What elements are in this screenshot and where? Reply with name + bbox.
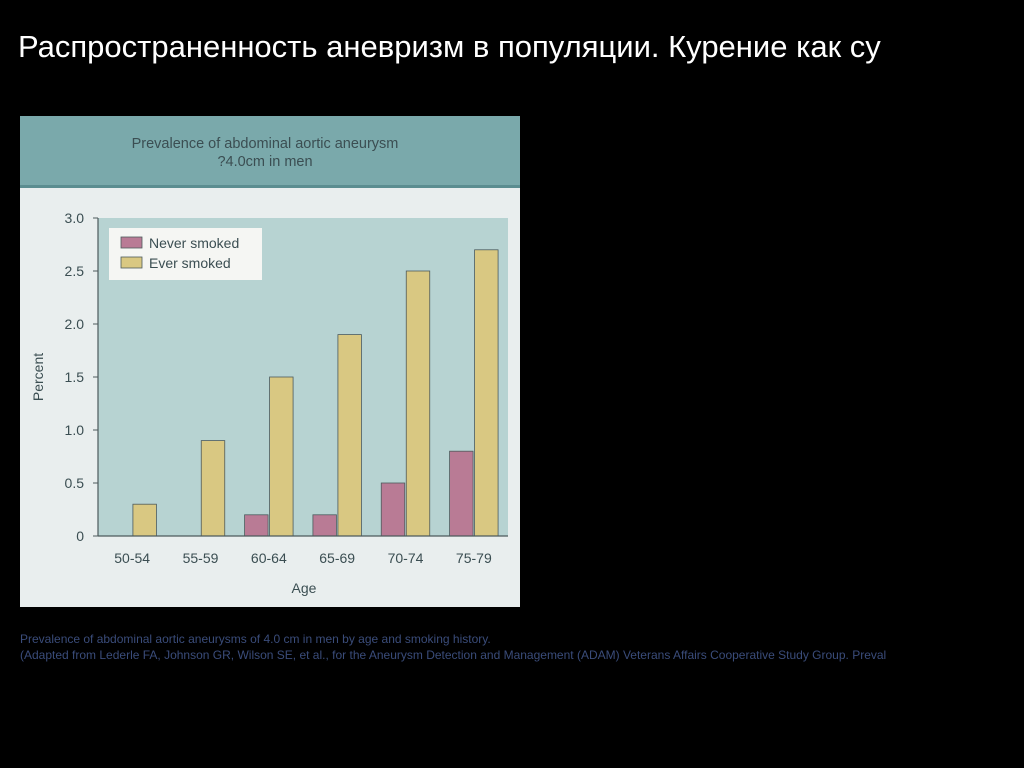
y-tick-label: 3.0 [65, 210, 85, 226]
chart-title: Prevalence of abdominal aortic aneurysm [131, 136, 399, 152]
chart-subtitle: ?4.0cm in men [217, 154, 313, 170]
bar-never-smoked-70-74 [380, 482, 406, 537]
legend-swatch-never-smoked [120, 236, 143, 249]
x-ticks-group: 50-54 55-59 60-64 65-69 70-74 75-79 [114, 550, 492, 566]
bar-never-smoked-75-79 [449, 450, 474, 537]
y-tick-label: 2.0 [65, 316, 85, 332]
bar-never-smoked-65-69 [312, 514, 337, 537]
y-tick-label: 2.5 [65, 263, 85, 279]
x-tick-label: 65-69 [319, 550, 355, 566]
y-tick-label: 1.5 [65, 369, 85, 385]
bar-never-smoked-60-64 [244, 514, 269, 537]
chart-figure: Prevalence of abdominal aortic aneurysm … [20, 116, 520, 607]
slide-title: Распространенность аневризм в популяции.… [18, 29, 881, 64]
figure-citation: (Adapted from Lederle FA, Johnson GR, Wi… [20, 648, 887, 662]
y-axis-label: Percent [30, 353, 46, 401]
chart-header: Prevalence of abdominal aortic aneurysm … [20, 116, 520, 188]
figure-caption: Prevalence of abdominal aortic aneurysms… [20, 632, 491, 646]
x-axis-label: Age [292, 580, 317, 596]
bar-ever-smoked-60-64 [269, 376, 294, 537]
bar-ever-smoked-50-54 [132, 503, 157, 537]
bar-ever-smoked-65-69 [337, 334, 362, 537]
x-tick-label: 50-54 [114, 550, 150, 566]
y-ticks-group: 0 0.5 1.0 1.5 2.0 2.5 3.0 [65, 210, 98, 544]
bar-ever-smoked-75-79 [474, 249, 499, 537]
x-tick-label: 55-59 [183, 550, 219, 566]
bar-ever-smoked-55-59 [200, 440, 226, 537]
bar-ever-smoked-70-74 [405, 270, 431, 537]
legend: Never smoked Ever smoked [109, 228, 262, 280]
y-tick-label: 1.0 [65, 422, 85, 438]
y-tick-label: 0 [76, 528, 84, 544]
legend-label-ever-smoked: Ever smoked [149, 255, 231, 271]
bar-chart: 0 0.5 1.0 1.5 2.0 2.5 3.0 50-54 55-59 60-64 65-69… [30, 210, 508, 596]
y-tick-label: 0.5 [65, 475, 85, 491]
legend-swatch-ever-smoked [120, 256, 143, 269]
x-tick-label: 70-74 [388, 550, 424, 566]
x-tick-label: 75-79 [456, 550, 492, 566]
legend-label-never-smoked: Never smoked [149, 235, 239, 251]
x-tick-label: 60-64 [251, 550, 287, 566]
bars-group [132, 249, 499, 537]
